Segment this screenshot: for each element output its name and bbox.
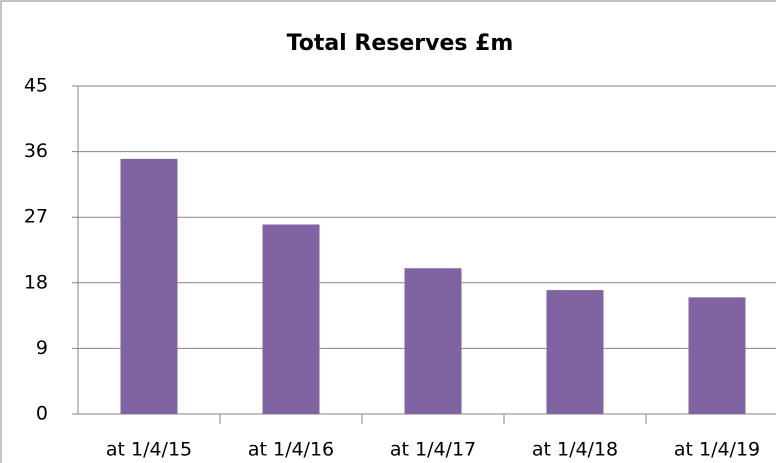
- chart-title: Total Reserves £m: [287, 31, 514, 56]
- x-tick-label: at 1/4/18: [532, 439, 618, 461]
- bar: [404, 268, 462, 414]
- x-tick-label: at 1/4/19: [674, 439, 760, 461]
- y-tick-label: 45: [24, 75, 48, 97]
- y-tick-label: 0: [36, 403, 48, 425]
- x-tick-label: at 1/4/15: [106, 439, 192, 461]
- y-tick-label: 27: [24, 206, 48, 228]
- bar: [688, 297, 746, 414]
- x-tick-label: at 1/4/16: [248, 439, 334, 461]
- bar: [120, 158, 178, 414]
- bar: [546, 290, 604, 414]
- y-tick-label: 36: [24, 140, 48, 162]
- bar: [262, 224, 320, 414]
- y-tick-label: 18: [24, 271, 48, 293]
- y-tick-label: 9: [36, 337, 48, 359]
- x-tick-label: at 1/4/17: [390, 439, 476, 461]
